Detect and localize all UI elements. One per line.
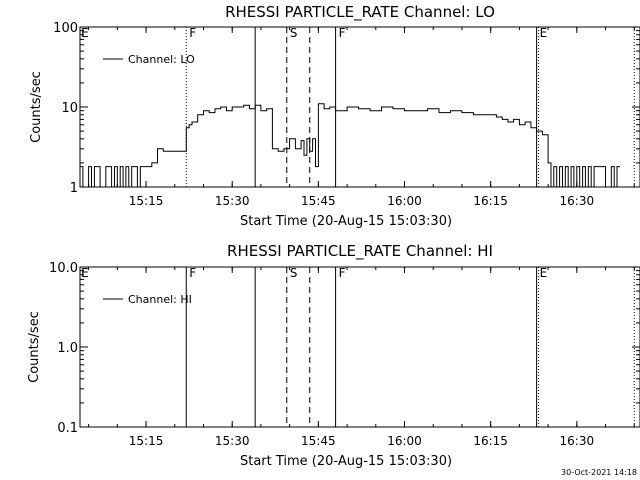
y-axis-label: Counts/sec <box>27 311 42 383</box>
legend-label: Channel: LO <box>128 53 195 66</box>
x-tick-label: 16:15 <box>473 194 508 208</box>
y-tick-label: 100 <box>53 21 78 36</box>
series-line <box>80 103 620 188</box>
y-tick-label: 0.1 <box>57 421 78 436</box>
x-axis-label: Start Time (20-Aug-15 15:03:30) <box>240 454 452 469</box>
x-axis-label: Start Time (20-Aug-15 15:03:30) <box>240 214 452 229</box>
event-marker-label: S <box>290 266 298 280</box>
event-marker-label: F <box>189 26 196 40</box>
x-tick-label: 15:15 <box>129 194 164 208</box>
chart-title: RHESSI PARTICLE_RATE Channel: LO <box>225 3 495 22</box>
x-tick-label: 15:15 <box>129 434 164 448</box>
legend-label: Channel: HI <box>128 293 192 306</box>
event-marker-label: E <box>81 266 89 280</box>
x-tick-label: 15:30 <box>215 194 250 208</box>
y-axis-label: Counts/sec <box>29 71 44 143</box>
panel-lo: RHESSI PARTICLE_RATE Channel: LO Counts/… <box>29 3 640 229</box>
event-marker-label: E <box>540 266 548 280</box>
event-marker-label: E <box>540 26 548 40</box>
y-tick-label: 1 <box>70 181 78 196</box>
y-tick-label: 1.0 <box>57 341 78 356</box>
timestamp: 30-Oct-2021 14:18 <box>561 468 637 477</box>
x-tick-label: 16:00 <box>387 194 422 208</box>
x-tick-label: 16:15 <box>473 434 508 448</box>
event-marker-label: S <box>290 26 298 40</box>
series-layer <box>80 103 620 188</box>
event-marker-label: F <box>339 266 346 280</box>
legend: Channel: LO <box>103 53 195 66</box>
x-tick-label: 15:45 <box>301 434 336 448</box>
x-tick-label: 16:30 <box>560 194 595 208</box>
x-tick-label: 16:30 <box>560 434 595 448</box>
chart-title: RHESSI PARTICLE_RATE Channel: HI <box>227 242 493 261</box>
panel-hi: RHESSI PARTICLE_RATE Channel: HI Counts/… <box>27 242 640 469</box>
x-tick-label: 16:00 <box>387 434 422 448</box>
x-tick-label: 15:45 <box>301 194 336 208</box>
event-marker-label: F <box>189 266 196 280</box>
x-tick-label: 15:30 <box>215 434 250 448</box>
event-marker-label: F <box>339 26 346 40</box>
ticks-layer: 15:15 15:30 15:45 16:00 16:15 16:30 1 10 100 <box>53 21 640 208</box>
y-tick-label: 10 <box>61 101 78 116</box>
event-marker-label: E <box>81 26 89 40</box>
y-tick-label: 10.0 <box>49 261 78 276</box>
legend: Channel: HI <box>103 293 192 306</box>
ticks-layer: 15:15 15:30 15:45 16:00 16:15 16:30 0.1 1.0 10.0 <box>49 261 640 448</box>
